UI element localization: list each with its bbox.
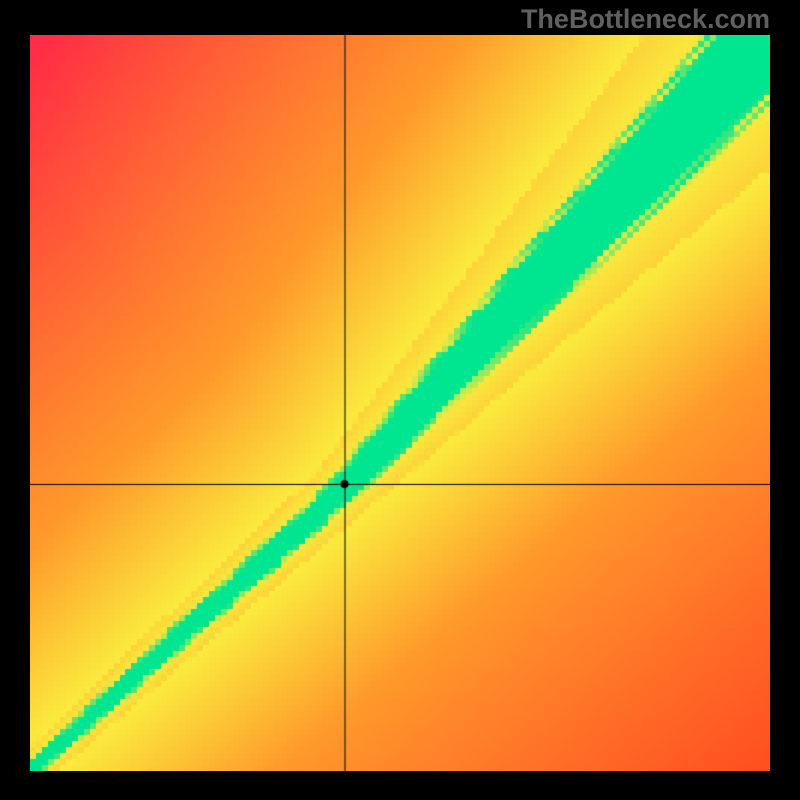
chart-container: TheBottleneck.com <box>0 0 800 800</box>
watermark-text: TheBottleneck.com <box>521 4 770 35</box>
bottleneck-heatmap <box>30 35 770 771</box>
